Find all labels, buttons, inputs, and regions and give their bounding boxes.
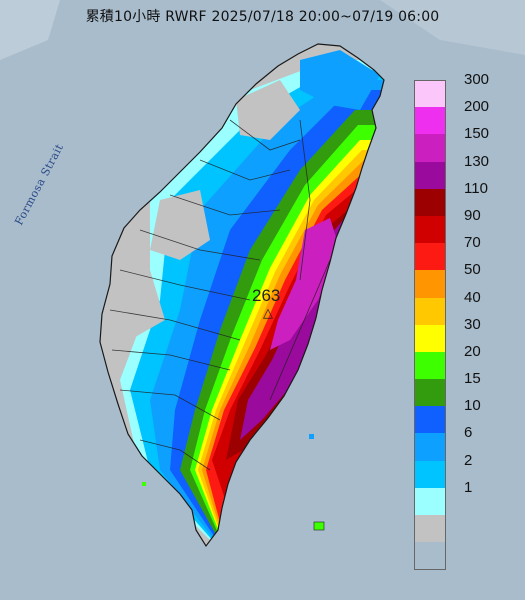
legend-row: 20 [414, 343, 518, 380]
legend-swatch [414, 80, 446, 108]
legend-row [414, 515, 518, 543]
legend-row: 6 [414, 424, 518, 461]
legend-label: 10 [464, 397, 481, 415]
legend-swatch [414, 406, 446, 434]
legend-label: 70 [464, 234, 481, 252]
legend-swatch [414, 351, 446, 380]
legend-label: 15 [464, 370, 481, 388]
legend-row: 70 [414, 234, 518, 271]
color-legend: 300 200 150 130 110 90 70 50 40 30 20 15 10 6 2 1 [414, 71, 518, 543]
legend-label: 40 [464, 288, 481, 306]
peak-value-label: 263 [252, 286, 281, 305]
legend-row: 30 [414, 316, 518, 352]
legend-label: 30 [464, 315, 481, 333]
legend-row: 1 [414, 479, 518, 515]
cell-green [142, 482, 146, 486]
legend-label: 20 [464, 342, 481, 360]
legend-swatch [414, 324, 446, 352]
legend-label: 130 [464, 152, 490, 170]
legend-swatch [414, 487, 446, 515]
legend-label: 90 [464, 206, 481, 224]
west-gray [150, 190, 210, 260]
legend-row: 200 [414, 98, 518, 135]
legend-row: 50 [414, 261, 518, 298]
legend-label: 6 [464, 424, 473, 442]
legend-label: 1 [464, 478, 473, 496]
legend-label: 110 [464, 179, 488, 197]
legend-row: 130 [414, 153, 518, 189]
legend-swatch [414, 379, 446, 407]
legend-row: 10 [414, 397, 518, 434]
legend-swatch [414, 297, 446, 325]
north-gray [236, 80, 300, 140]
legend-swatch [414, 215, 446, 244]
legend-swatch [414, 433, 446, 461]
ne-blue [300, 50, 380, 110]
coastline [99, 43, 385, 548]
legend-row: 90 [414, 207, 518, 244]
legend-row: 15 [414, 370, 518, 407]
legend-row: 110 [414, 180, 518, 216]
legend-swatch [414, 161, 446, 189]
legend-swatch [414, 270, 446, 298]
map-title: 累積10小時 RWRF 2025/07/18 20:00~07/19 06:00 [85, 9, 440, 25]
legend-row: 40 [414, 289, 518, 325]
legend-swatch [414, 515, 446, 543]
legend-label: 50 [464, 261, 481, 279]
boundaries [109, 119, 331, 471]
southwest-gray [105, 270, 165, 340]
legend-swatch [414, 243, 446, 271]
legend-label: 2 [464, 451, 473, 469]
legend-swatch [414, 188, 446, 216]
legend-swatch [414, 134, 446, 162]
cell-blue [309, 434, 314, 439]
legend-swatch [414, 460, 446, 488]
legend-label: 300 [464, 71, 490, 88]
legend-label: 150 [464, 125, 490, 143]
legend-label: 200 [464, 98, 490, 116]
cloud-patch [0, 0, 60, 60]
peak-marker-icon: △ [263, 306, 273, 321]
legend-row: 150 [414, 125, 518, 162]
legend-row: 2 [414, 452, 518, 488]
legend-row: 300 [414, 71, 518, 108]
legend-swatch [414, 107, 446, 135]
green-island [313, 521, 325, 531]
cloud-patch-ne [380, 0, 525, 55]
band-150 [270, 218, 340, 350]
